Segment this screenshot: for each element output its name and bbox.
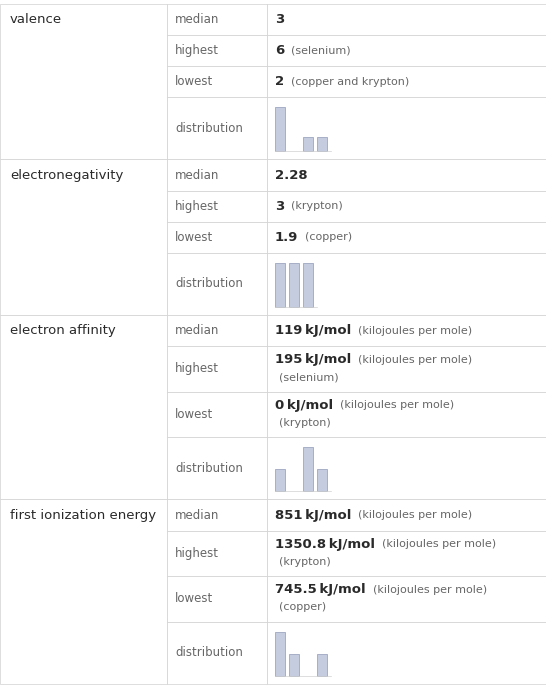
Bar — [167, 622, 267, 684]
Bar — [167, 576, 267, 622]
Text: lowest: lowest — [175, 408, 213, 421]
Bar — [317, 469, 327, 491]
Bar — [317, 654, 327, 676]
Bar — [167, 160, 267, 191]
Text: 1350.8 kJ/mol: 1350.8 kJ/mol — [275, 538, 375, 551]
Text: distribution: distribution — [175, 647, 243, 659]
Text: electron affinity: electron affinity — [10, 324, 116, 337]
Text: (selenium): (selenium) — [284, 45, 351, 56]
Text: (copper): (copper) — [298, 233, 353, 242]
Text: electronegativity: electronegativity — [10, 169, 123, 182]
Text: first ionization energy: first ionization energy — [10, 508, 156, 522]
Text: 2.28: 2.28 — [275, 169, 307, 182]
Text: highest: highest — [175, 44, 219, 57]
Text: valence: valence — [10, 13, 62, 26]
Bar — [267, 252, 546, 315]
Text: (kilojoules per mole): (kilojoules per mole) — [366, 585, 486, 595]
Bar — [275, 632, 285, 676]
Bar — [267, 499, 546, 530]
Text: (kilojoules per mole): (kilojoules per mole) — [375, 539, 496, 549]
Bar — [267, 346, 546, 391]
Text: distribution: distribution — [175, 277, 243, 290]
Bar — [275, 263, 285, 307]
Bar — [167, 530, 267, 576]
Text: lowest: lowest — [175, 75, 213, 88]
Bar — [317, 137, 327, 151]
Bar — [167, 252, 267, 315]
Bar — [275, 469, 285, 491]
Bar — [267, 438, 546, 499]
Bar — [275, 107, 285, 151]
Text: median: median — [175, 324, 219, 337]
Bar — [267, 35, 546, 66]
Text: median: median — [175, 508, 219, 522]
Text: lowest: lowest — [175, 592, 213, 605]
Bar — [0, 4, 167, 160]
Text: 119 kJ/mol: 119 kJ/mol — [275, 324, 351, 337]
Bar — [303, 447, 313, 491]
Bar — [167, 438, 267, 499]
Text: (krypton): (krypton) — [279, 557, 331, 567]
Bar — [267, 315, 546, 346]
Bar — [167, 499, 267, 530]
Bar — [0, 499, 167, 684]
Bar — [167, 97, 267, 160]
Text: highest: highest — [175, 200, 219, 213]
Text: 195 kJ/mol: 195 kJ/mol — [275, 353, 351, 366]
Text: (copper): (copper) — [279, 602, 326, 612]
Text: 851 kJ/mol: 851 kJ/mol — [275, 508, 352, 522]
Bar — [267, 391, 546, 438]
Bar — [289, 654, 299, 676]
Bar — [167, 315, 267, 346]
Bar — [267, 222, 546, 252]
Text: (kilojoules per mole): (kilojoules per mole) — [352, 510, 472, 520]
Bar — [267, 576, 546, 622]
Bar — [303, 137, 313, 151]
Bar — [267, 530, 546, 576]
Bar — [267, 97, 546, 160]
Text: (kilojoules per mole): (kilojoules per mole) — [351, 325, 472, 336]
Bar — [267, 160, 546, 191]
Bar — [167, 35, 267, 66]
Bar — [167, 66, 267, 97]
Text: 6: 6 — [275, 44, 284, 57]
Text: (copper and krypton): (copper and krypton) — [284, 77, 410, 87]
Text: median: median — [175, 13, 219, 26]
Bar — [267, 66, 546, 97]
Bar — [167, 4, 267, 35]
Text: highest: highest — [175, 363, 219, 376]
Text: distribution: distribution — [175, 122, 243, 135]
Bar — [0, 315, 167, 499]
Text: (krypton): (krypton) — [279, 418, 331, 428]
Text: (krypton): (krypton) — [284, 201, 343, 211]
Text: 745.5 kJ/mol: 745.5 kJ/mol — [275, 583, 366, 596]
Text: (selenium): (selenium) — [279, 372, 339, 382]
Text: distribution: distribution — [175, 462, 243, 475]
Bar — [267, 191, 546, 222]
Text: 3: 3 — [275, 200, 284, 213]
Text: (kilojoules per mole): (kilojoules per mole) — [351, 355, 472, 365]
Bar — [0, 160, 167, 315]
Text: highest: highest — [175, 547, 219, 560]
Bar — [303, 263, 313, 307]
Text: 2: 2 — [275, 75, 284, 88]
Text: 1.9: 1.9 — [275, 230, 298, 244]
Bar — [289, 263, 299, 307]
Text: lowest: lowest — [175, 230, 213, 244]
Text: median: median — [175, 169, 219, 182]
Bar — [167, 391, 267, 438]
Bar — [167, 346, 267, 391]
Bar — [167, 191, 267, 222]
Bar — [267, 622, 546, 684]
Text: (kilojoules per mole): (kilojoules per mole) — [333, 400, 454, 410]
Text: 0 kJ/mol: 0 kJ/mol — [275, 399, 333, 412]
Bar — [267, 4, 546, 35]
Text: 3: 3 — [275, 13, 284, 26]
Bar — [167, 222, 267, 252]
